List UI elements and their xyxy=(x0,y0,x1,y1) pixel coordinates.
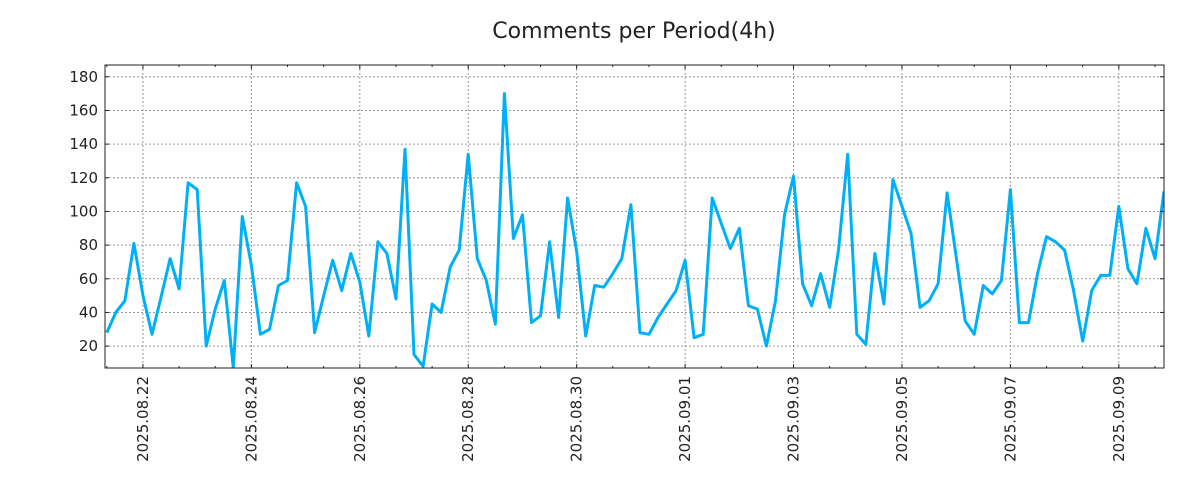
x-tick-label: 2025.08.26 xyxy=(351,376,369,462)
y-tick-label: 180 xyxy=(69,68,98,86)
y-tick-label: 40 xyxy=(79,303,98,321)
x-tick-label: 2025.09.07 xyxy=(1001,376,1019,462)
y-tick-label: 20 xyxy=(79,337,98,355)
x-tick-label: 2025.08.30 xyxy=(568,376,586,462)
y-tick-label: 100 xyxy=(69,202,98,220)
y-tick-label: 80 xyxy=(79,236,98,254)
y-tick-label: 60 xyxy=(79,270,98,288)
x-tick-label: 2025.08.28 xyxy=(459,376,477,462)
x-tick-label: 2025.09.05 xyxy=(893,376,911,462)
y-tick-label: 160 xyxy=(69,101,98,119)
x-axis: 2025.08.22 2025.08.24 2025.08.26 2025.08.28… xyxy=(106,65,1156,462)
series-line-comments xyxy=(105,92,1164,368)
y-tick-label: 120 xyxy=(69,169,98,187)
x-tick-label: 2025.09.03 xyxy=(785,376,803,462)
y-tick-label: 140 xyxy=(69,135,98,153)
series-group xyxy=(105,92,1165,369)
grid-lines xyxy=(105,65,1164,368)
x-tick-label: 2025.08.24 xyxy=(242,376,260,462)
x-tick-label: 2025.08.22 xyxy=(134,376,152,462)
x-tick-label: 2025.09.01 xyxy=(676,376,694,462)
x-tick-label: 2025.09.09 xyxy=(1110,376,1128,462)
plot-frame xyxy=(104,64,1165,369)
chart-title: Comments per Period(4h) xyxy=(492,19,776,44)
y-axis: 20 40 60 80 100 120 140 160 180 xyxy=(69,68,1164,355)
